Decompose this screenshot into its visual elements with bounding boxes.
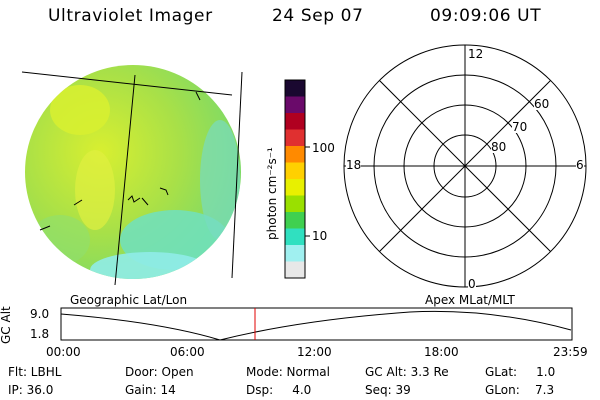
x-tick-0000: 00:00 (46, 345, 81, 359)
colorbar-segment (285, 162, 305, 180)
colorbar-unit-label: photon cm⁻²s⁻¹ (265, 147, 279, 240)
colorbar-segment (285, 245, 305, 262)
colorbar-segment (285, 179, 305, 196)
glon-label: GLon: 7.3 (485, 383, 555, 397)
lat-label-70: 70 (512, 120, 528, 134)
apex-label: Apex MLat/MLT (425, 293, 515, 307)
y-tick-9: 9.0 (30, 307, 50, 321)
gain-label: Gain: 14 (125, 383, 176, 397)
door-label: Door: Open (125, 365, 194, 379)
lat-label-60: 60 (534, 97, 550, 111)
instrument-title: Ultraviolet Imager (48, 6, 213, 26)
x-tick-1200: 12:00 (297, 345, 332, 359)
polar-grid (343, 44, 587, 288)
gc-alt-label: GC Alt: 3.3 Re (365, 365, 449, 379)
geographic-label: Geographic Lat/Lon (70, 293, 188, 307)
colorbar-segment (285, 96, 305, 114)
x-tick-1800: 18:00 (424, 345, 459, 359)
mlt-label-18: 18 (346, 158, 362, 172)
colorbar-segment (285, 146, 305, 163)
gc-alt-axis-label: GC Alt (0, 306, 13, 344)
colorbar-segment (285, 113, 305, 130)
mlt-label-6: 6 (576, 158, 584, 172)
mlt-label-0: 0 (468, 277, 476, 291)
colorbar-segment (285, 129, 305, 147)
x-tick-2359: 23:59 (553, 345, 588, 359)
colorbar-tick-10: 10 (312, 229, 328, 243)
colorbar (284, 79, 310, 279)
colorbar-segment (285, 212, 305, 229)
dsp-label: Dsp: 4.0 (246, 383, 312, 397)
colorbar-segment (285, 228, 305, 246)
time-label: 09:09:06 UT (430, 6, 542, 26)
colorbar-segment (285, 261, 305, 279)
colorbar-segment (285, 195, 305, 213)
colorbar-segment (285, 80, 305, 97)
glat-label: GLat: 1.0 (485, 365, 556, 379)
seq-label: Seq: 39 (365, 383, 411, 397)
earth-uv-image (21, 65, 243, 286)
colorbar-tick-100: 100 (312, 141, 335, 155)
y-tick-1.8: 1.8 (30, 327, 50, 341)
x-tick-0600: 06:00 (170, 345, 205, 359)
lat-label-80: 80 (491, 140, 507, 154)
mode-label: Mode: Normal (246, 365, 330, 379)
altitude-plot (60, 307, 573, 341)
mlt-label-12: 12 (468, 47, 484, 61)
date-label: 24 Sep 07 (272, 6, 364, 26)
filter-label: Flt: LBHL (8, 365, 62, 379)
ip-label: IP: 36.0 (8, 383, 54, 397)
